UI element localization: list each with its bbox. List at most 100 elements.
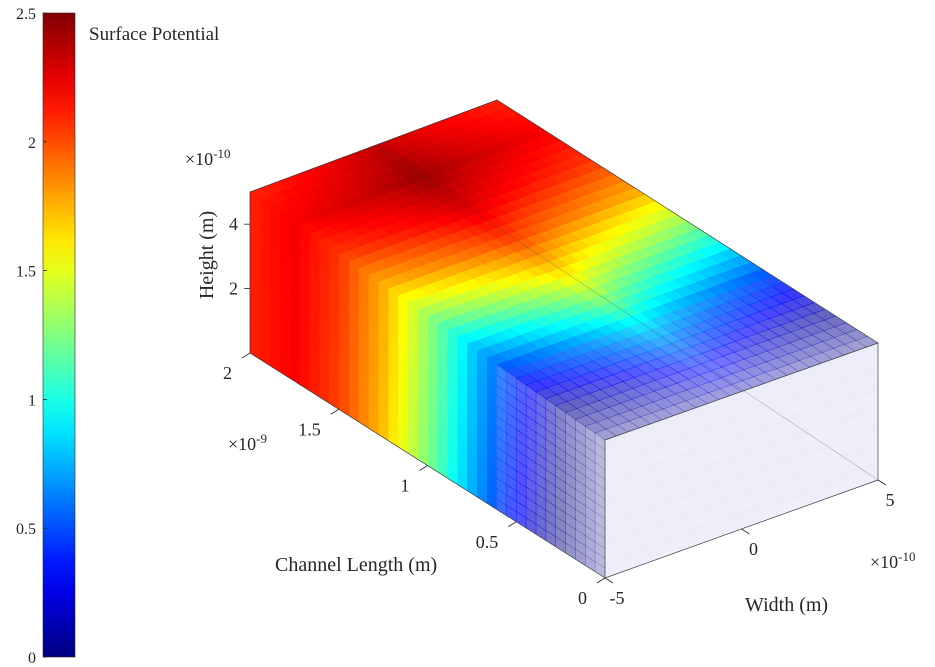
front-face-cell	[605, 474, 619, 490]
front-face-cell	[618, 499, 633, 514]
front-face-cell	[864, 352, 878, 368]
colorbar-tick-label: 1	[28, 392, 36, 409]
front-face-cell	[727, 420, 742, 436]
front-face-cell	[700, 450, 715, 466]
front-face-cell	[645, 509, 660, 524]
front-face-cell	[809, 450, 824, 466]
front-face-cell	[618, 548, 633, 564]
top-face-cell	[618, 409, 642, 422]
front-face-cell	[823, 475, 838, 490]
front-face-cell	[809, 391, 824, 407]
left-face-cell	[575, 418, 586, 437]
front-face-cell	[659, 474, 674, 490]
front-face-cell	[686, 494, 701, 510]
x-exponent: ×10-9	[228, 431, 267, 454]
x-axis-label: Channel Length (m)	[275, 554, 437, 576]
left-face-cell	[584, 535, 596, 553]
front-face-cell	[700, 411, 715, 426]
front-face-cell	[714, 406, 728, 421]
front-face-cell	[645, 440, 660, 455]
colorbar-ticks: 0 0.5 1 1.5 2 2.5	[16, 6, 47, 667]
front-face-cell	[673, 420, 687, 436]
x-tick-mark	[596, 577, 606, 584]
colorbar-tick-label: 2	[28, 135, 36, 152]
left-face-cell	[575, 508, 586, 527]
left-face-cell	[584, 545, 596, 563]
front-face-cell	[796, 406, 810, 422]
x-tick-label: 1.5	[298, 419, 321, 439]
top-face-cell	[629, 405, 653, 418]
left-face-cell	[565, 492, 576, 510]
front-face-cell	[796, 377, 810, 392]
front-face-cell	[741, 455, 756, 471]
top-face-cell	[720, 373, 744, 386]
front-face-cell	[659, 494, 674, 510]
x-tick-label: 0	[578, 588, 587, 608]
front-face-cell	[618, 479, 633, 495]
center-ridge-line	[374, 145, 879, 481]
front-face-cell	[864, 450, 878, 466]
front-face-cell	[645, 489, 660, 505]
front-face-cell	[837, 460, 851, 476]
front-face-cell	[714, 435, 728, 451]
front-face-cell	[741, 475, 756, 490]
left-face-cell	[584, 435, 596, 454]
front-face-cell	[673, 509, 687, 524]
front-face-cell	[645, 538, 660, 554]
front-face-cell	[850, 357, 865, 373]
front-face-cell	[782, 470, 797, 485]
front-face-cell	[837, 401, 851, 417]
front-face-cell	[782, 489, 797, 505]
left-face-cell	[584, 425, 596, 444]
left-face-cell	[565, 502, 576, 520]
top-face-cell	[810, 341, 835, 353]
top-face-cell	[743, 365, 766, 377]
front-face-cell	[755, 440, 769, 456]
front-face-cell	[632, 445, 646, 460]
front-face-cell	[727, 430, 742, 446]
left-face-cell	[565, 441, 576, 460]
front-face-cell	[618, 450, 633, 465]
left-face-cell	[584, 455, 596, 474]
front-face-cell	[686, 484, 701, 500]
left-face-cell	[565, 472, 576, 490]
top-face-cell	[641, 401, 664, 414]
front-face-cell	[686, 524, 701, 539]
front-face-cell	[714, 474, 728, 490]
left-face-cell	[575, 468, 586, 487]
front-face-cell	[727, 401, 742, 416]
front-face-cell	[605, 454, 619, 470]
front-face-cell	[741, 396, 756, 412]
front-face-cell	[823, 426, 838, 441]
front-face-cell	[837, 382, 851, 397]
front-face-cell	[809, 460, 824, 476]
top-face-cell	[595, 417, 619, 430]
front-face-cell	[796, 435, 810, 451]
front-face-cell	[796, 465, 810, 480]
front-face-cell	[782, 460, 797, 476]
front-face-cell	[700, 440, 715, 456]
front-face-cell	[605, 464, 619, 480]
front-face-cell	[618, 509, 633, 524]
front-face-cell	[727, 509, 742, 525]
front-face-cell	[768, 445, 783, 461]
y-axis-label: Width (m)	[745, 594, 828, 616]
front-face-cell	[823, 416, 838, 431]
front-face-cell	[645, 479, 660, 495]
front-face-cell	[686, 455, 701, 470]
front-face-cell	[605, 533, 619, 549]
left-face-cell	[575, 488, 586, 507]
top-face-cell	[663, 393, 687, 406]
left-face-cell	[575, 438, 586, 457]
front-face-cell	[823, 465, 838, 480]
front-face-cell	[823, 406, 838, 422]
front-face-cell	[809, 411, 824, 427]
y-tick-mark	[877, 479, 887, 486]
front-face-cell	[686, 514, 701, 529]
axis-ticks: 0 0.5 1 1.5 2 -5 0 5 2 4	[223, 214, 895, 608]
front-face-cell	[796, 475, 810, 490]
front-face-cell	[618, 489, 633, 505]
front-face-cell	[837, 391, 851, 407]
front-face-cell	[673, 450, 687, 465]
x-tick-mark	[508, 521, 517, 528]
